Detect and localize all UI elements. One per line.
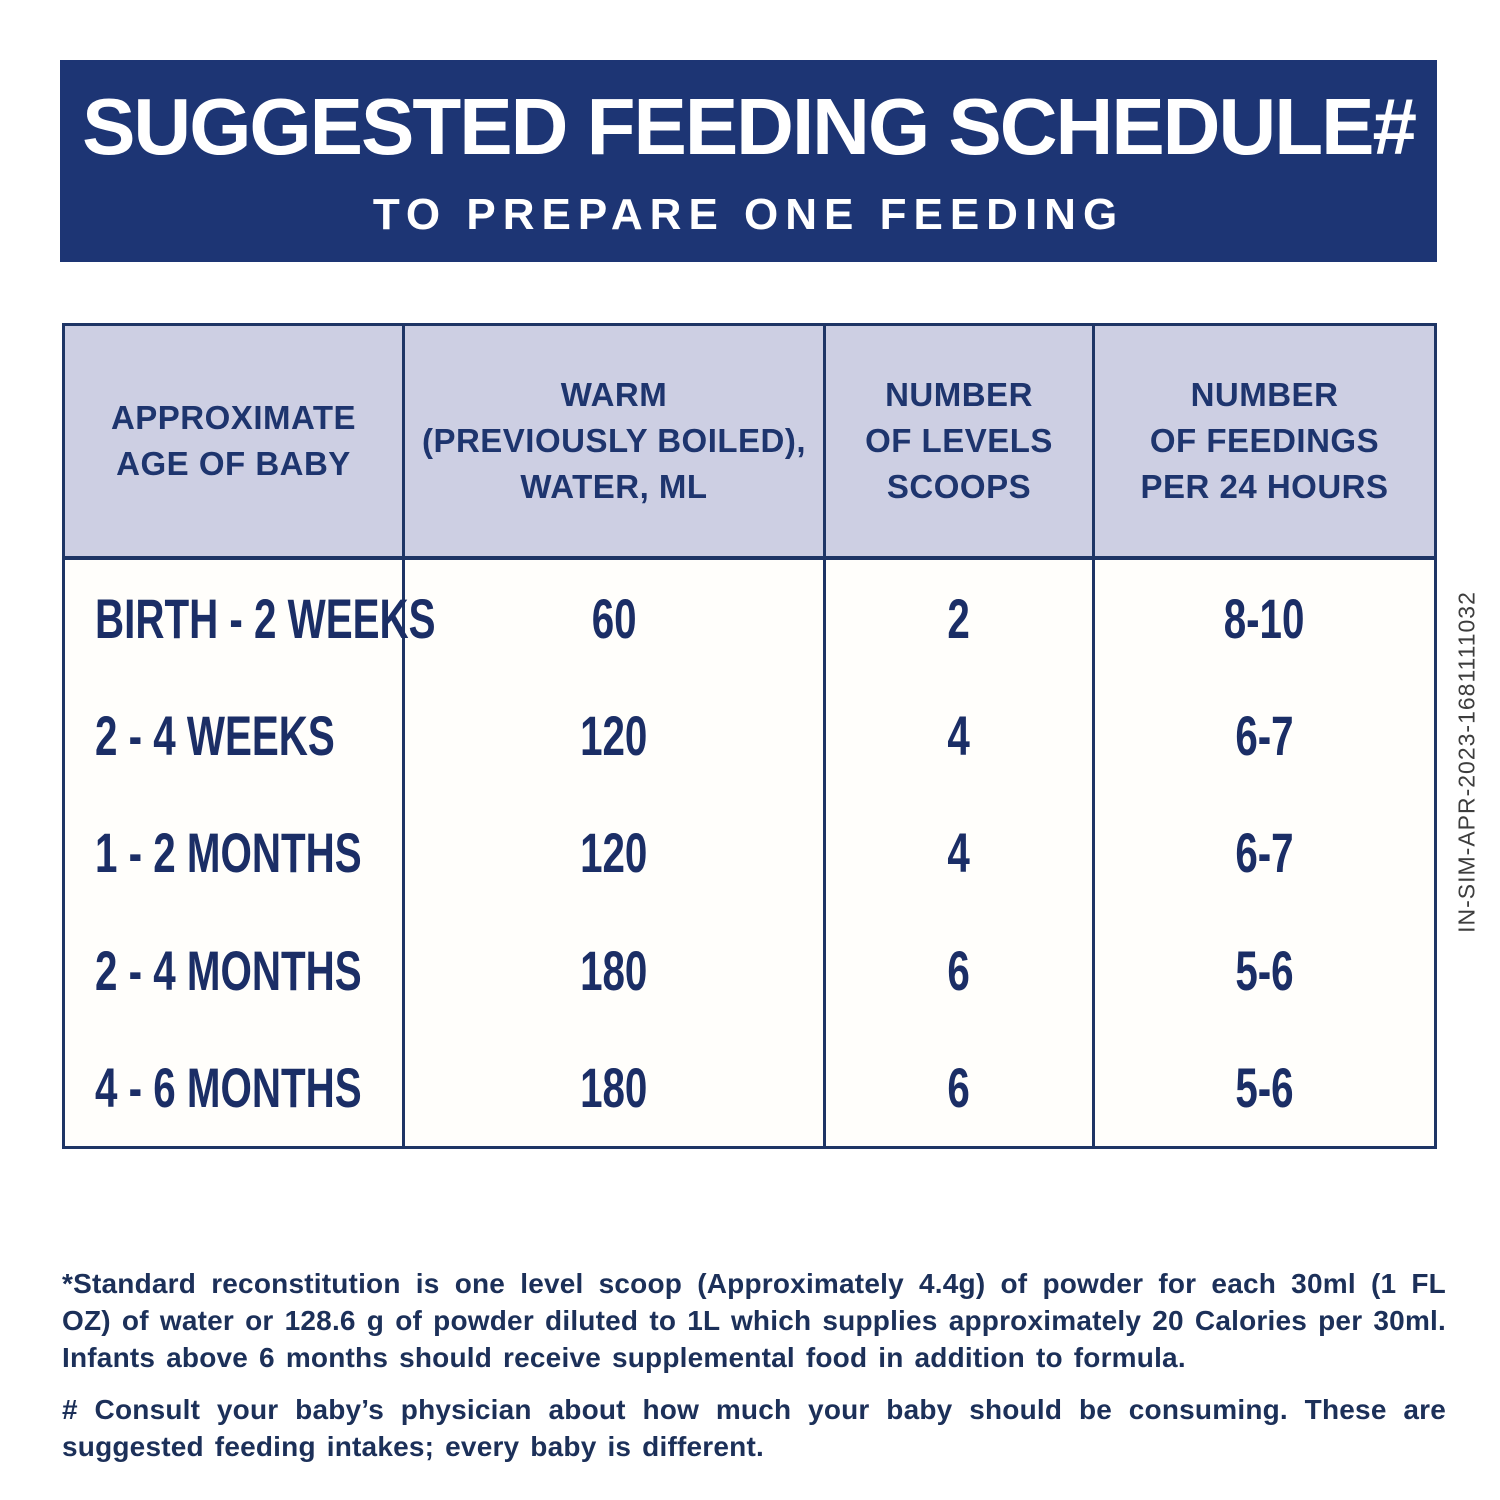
table-row-cell-age: 1 - 2 MONTHS <box>65 794 405 912</box>
table-row-cell-feedings: 6-7 <box>1095 677 1434 794</box>
table-row-cell-scoops: 6 <box>826 911 1095 1029</box>
column-header-water: WARM (PREVIOUSLY BOILED), WATER, ML <box>405 326 826 560</box>
table-row-cell-water: 180 <box>405 1028 826 1146</box>
table-row-cell-feedings: 5-6 <box>1095 912 1434 1029</box>
header-banner: SUGGESTED FEEDING SCHEDULE# TO PREPARE O… <box>60 60 1437 262</box>
side-batch-code: IN-SIM-APR-2023-1681111032 <box>1453 591 1480 933</box>
scoops-value: 4 <box>947 821 971 885</box>
table-row-cell-water: 120 <box>405 794 826 912</box>
feedings-value: 6-7 <box>1235 821 1294 885</box>
feedings-value: 6-7 <box>1235 704 1294 768</box>
water-value: 60 <box>591 587 637 651</box>
table-row-cell-scoops: 4 <box>826 794 1095 912</box>
table-row-cell-age: 2 - 4 MONTHS <box>65 911 405 1029</box>
table-row-cell-water: 180 <box>405 911 826 1029</box>
column-header-scoops: NUMBER OF LEVELS SCOOPS <box>826 326 1095 560</box>
table-row-cell-water: 120 <box>405 677 826 795</box>
footnote-consult-physician: # Consult your baby’s physician about ho… <box>62 1394 1446 1462</box>
table-row-cell-age: 2 - 4 WEEKS <box>65 677 405 795</box>
banner-title: SUGGESTED FEEDING SCHEDULE# <box>82 82 1417 171</box>
table-row-cell-feedings: 6-7 <box>1095 794 1434 911</box>
feedings-value: 5-6 <box>1235 938 1294 1002</box>
table-row-cell-water: 60 <box>405 560 826 678</box>
table-row-cell-feedings: 5-6 <box>1095 1029 1434 1146</box>
age-value: 2 - 4 MONTHS <box>95 938 362 1002</box>
table-row-cell-feedings: 8-10 <box>1095 560 1434 677</box>
feeding-schedule-table: APPROXIMATE AGE OF BABY WARM (PREVIOUSLY… <box>62 323 1437 1149</box>
table-row-cell-scoops: 2 <box>826 560 1095 678</box>
column-header-age: APPROXIMATE AGE OF BABY <box>65 326 405 560</box>
scoops-value: 4 <box>947 704 971 768</box>
age-value: BIRTH - 2 WEEKS <box>95 587 436 651</box>
footnote-standard-reconstitution: *Standard reconstitution is one level sc… <box>62 1268 1446 1373</box>
banner-subtitle: TO PREPARE ONE FEEDING <box>372 190 1125 239</box>
age-value: 2 - 4 WEEKS <box>95 704 335 768</box>
table-row-cell-scoops: 6 <box>826 1028 1095 1146</box>
water-value: 120 <box>580 704 648 768</box>
table-row-cell-age: 4 - 6 MONTHS <box>65 1028 405 1146</box>
feedings-value: 8-10 <box>1224 587 1305 651</box>
age-value: 1 - 2 MONTHS <box>95 821 362 885</box>
table-row-cell-scoops: 4 <box>826 677 1095 795</box>
scoops-value: 6 <box>947 938 971 1002</box>
table-row-cell-age: BIRTH - 2 WEEKS <box>65 560 436 678</box>
water-value: 180 <box>580 1055 648 1119</box>
feedings-value: 5-6 <box>1235 1055 1294 1119</box>
age-value: 4 - 6 MONTHS <box>95 1055 362 1119</box>
water-value: 180 <box>580 938 648 1002</box>
water-value: 120 <box>580 821 648 885</box>
column-header-feedings: NUMBER OF FEEDINGS PER 24 HOURS <box>1095 326 1434 560</box>
scoops-value: 6 <box>947 1055 971 1119</box>
scoops-value: 2 <box>947 587 971 651</box>
